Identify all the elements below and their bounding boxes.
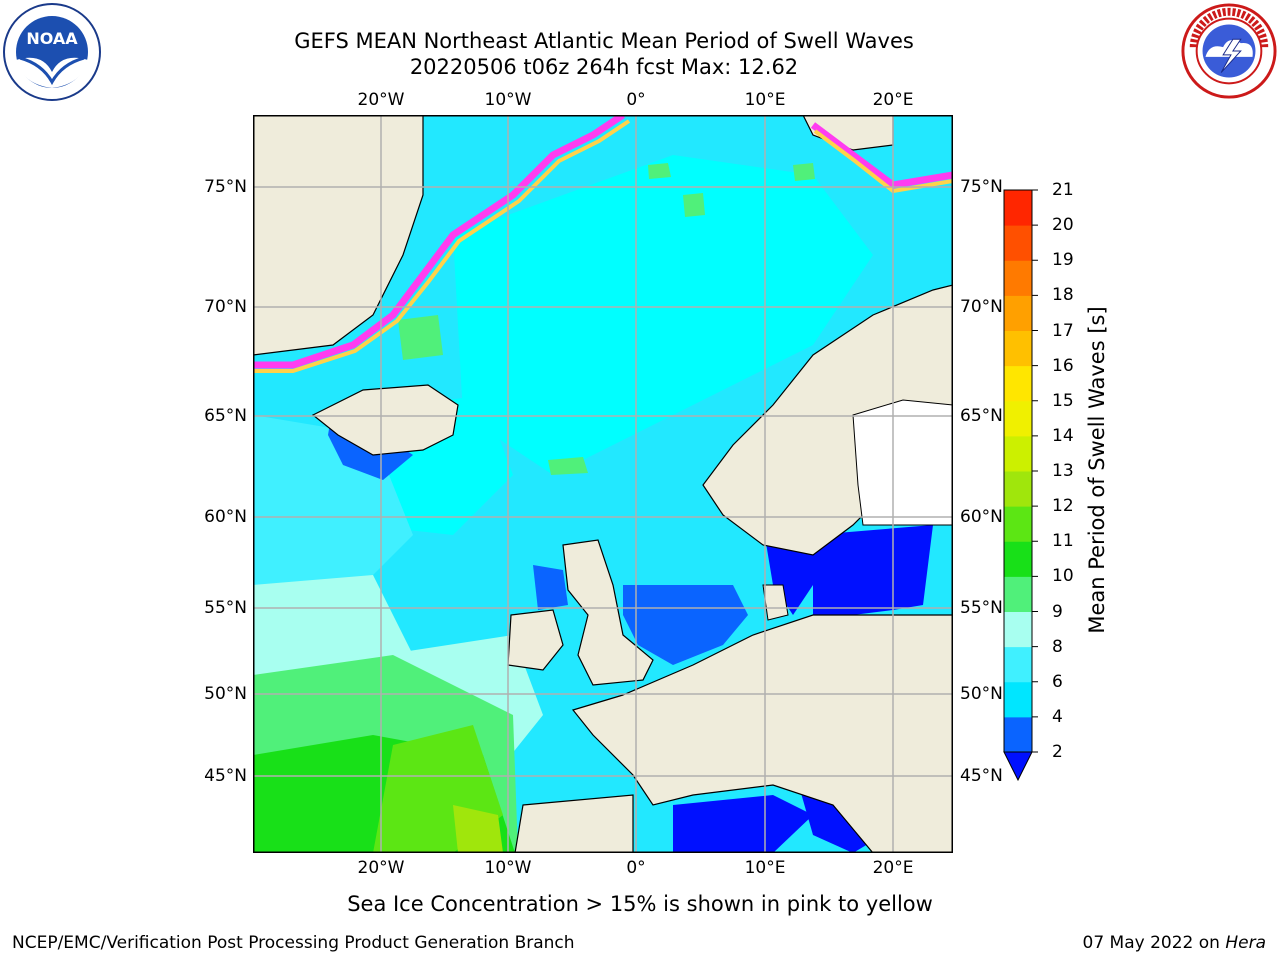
lat-tick-left-55n: 55°N bbox=[204, 598, 247, 618]
footer-date-text: 07 May 2022 on bbox=[1082, 933, 1226, 953]
sea-ice-edge-barents bbox=[810, 122, 953, 189]
land-svalbard bbox=[802, 115, 894, 151]
land-iceland bbox=[311, 384, 459, 456]
lon-tick-bottom-20w: 20°W bbox=[357, 858, 405, 878]
sea-ice-edge-greenland bbox=[253, 115, 625, 369]
lat-tick-right-70n: 70°N bbox=[960, 297, 1003, 317]
colorbar-tick-label: 18 bbox=[1052, 285, 1074, 306]
lat-tick-right-60n: 60°N bbox=[960, 507, 1003, 527]
chart-title: GEFS MEAN Northeast Atlantic Mean Period… bbox=[294, 29, 914, 53]
footer-credit: NCEP/EMC/Verification Post Processing Pr… bbox=[12, 933, 575, 953]
lat-tick-right-55n: 55°N bbox=[960, 598, 1003, 618]
colorbar-bin-18-19 bbox=[1004, 260, 1032, 296]
swell-zone-under-med bbox=[673, 795, 813, 853]
land-finland-gulf bbox=[852, 399, 953, 526]
colorbar-tick-label: 6 bbox=[1052, 671, 1063, 692]
colorbar-tick-label: 11 bbox=[1052, 531, 1074, 552]
colorbar-tick-label: 17 bbox=[1052, 320, 1074, 341]
swell-period-map bbox=[253, 115, 953, 853]
colorbar-tick-label: 15 bbox=[1052, 390, 1074, 411]
lat-tick-right-50n: 50°N bbox=[960, 684, 1003, 704]
swell-patch-green-5 bbox=[793, 163, 815, 181]
lat-tick-left-50n: 50°N bbox=[204, 684, 247, 704]
colorbar-bin-9-10 bbox=[1004, 576, 1032, 612]
swell-patch-green-3 bbox=[648, 163, 671, 179]
colorbar-tick-label: 13 bbox=[1052, 461, 1074, 481]
nws-logo bbox=[1181, 3, 1277, 99]
lat-tick-right-75n: 75°N bbox=[960, 177, 1003, 197]
graticule bbox=[253, 115, 953, 853]
noaa-logo-text: NOAA bbox=[26, 29, 78, 48]
colorbar-bin-12-13 bbox=[1004, 471, 1032, 507]
swell-patch-green-1 bbox=[398, 315, 443, 360]
swell-zone-4-6-north bbox=[453, 155, 873, 475]
colorbar-bin-2-4 bbox=[1004, 716, 1032, 753]
land-great-britain bbox=[562, 539, 654, 686]
colorbar-under-arrow bbox=[1003, 751, 1033, 782]
colorbar-bin-8-9 bbox=[1004, 611, 1032, 648]
colorbar-bin-19-20 bbox=[1004, 225, 1032, 261]
colorbar-swatches bbox=[1003, 189, 1038, 782]
colorbar-bin-13-14 bbox=[1004, 435, 1032, 472]
colorbar bbox=[1000, 188, 1120, 788]
colorbar-bin-14-15 bbox=[1004, 400, 1032, 437]
footer-machine: Hera bbox=[1225, 933, 1266, 953]
colorbar-tick-label: 20 bbox=[1052, 215, 1074, 236]
colorbar-tick-label: 12 bbox=[1052, 496, 1074, 517]
lon-tick-top-0: 0° bbox=[626, 90, 646, 110]
colorbar-bin-16-17 bbox=[1004, 330, 1032, 367]
colorbar-tick-label: 8 bbox=[1052, 636, 1063, 657]
swell-zone-12-13-core bbox=[453, 805, 503, 853]
lon-tick-bottom-10e: 10°E bbox=[744, 858, 786, 878]
colorbar-bin-15-16 bbox=[1004, 365, 1032, 402]
swell-zone-2-4-north-sea bbox=[623, 585, 748, 665]
land-continental-europe bbox=[571, 614, 953, 853]
swell-zone-2-4-hebrides bbox=[533, 565, 568, 610]
lat-tick-right-65n: 65°N bbox=[960, 406, 1003, 426]
lat-tick-left-75n: 75°N bbox=[204, 177, 247, 197]
swell-patch-green-4 bbox=[683, 193, 705, 217]
colorbar-tick-label: 9 bbox=[1052, 601, 1063, 622]
lat-tick-left-60n: 60°N bbox=[204, 507, 247, 527]
lat-tick-left-65n: 65°N bbox=[204, 406, 247, 426]
colorbar-tick-label: 19 bbox=[1052, 250, 1074, 271]
sea-ice-edge-greenland-yellow bbox=[253, 119, 631, 373]
colorbar-bin-20-21 bbox=[1004, 190, 1032, 226]
colorbar-tick-label: 21 bbox=[1052, 180, 1074, 200]
swell-patch-green-2 bbox=[548, 457, 588, 475]
colorbar-title: Mean Period of Swell Waves [s] bbox=[1085, 306, 1109, 634]
lon-tick-top-10e: 10°E bbox=[744, 90, 786, 110]
footer-date: 07 May 2022 on Hera bbox=[1083, 933, 1267, 953]
lat-tick-left-70n: 70°N bbox=[204, 297, 247, 317]
lat-tick-left-45n: 45°N bbox=[204, 766, 247, 786]
colorbar-bin-10-11 bbox=[1004, 541, 1032, 577]
lon-tick-top-20w: 20°W bbox=[357, 90, 405, 110]
colorbar-bin-17-18 bbox=[1004, 295, 1032, 331]
lon-tick-top-10w: 10°W bbox=[484, 90, 532, 110]
land-denmark bbox=[762, 584, 789, 621]
chart-subtitle: 20220506 t06z 264h fcst Max: 12.62 bbox=[409, 55, 799, 79]
sea-ice-edge-barents-yellow bbox=[813, 129, 953, 194]
noaa-logo: NOAA bbox=[3, 3, 101, 101]
swell-zone-under-baltic bbox=[813, 525, 933, 615]
lon-tick-top-20e: 20°E bbox=[872, 90, 914, 110]
lon-tick-bottom-10w: 10°W bbox=[484, 858, 532, 878]
colorbar-bin-4-6 bbox=[1004, 681, 1032, 718]
colorbar-tick-label: 10 bbox=[1052, 566, 1074, 587]
land-iberia bbox=[514, 794, 634, 853]
colorbar-tick-label: 16 bbox=[1052, 355, 1074, 376]
map-panel bbox=[253, 115, 953, 853]
colorbar-tick-label: 4 bbox=[1052, 706, 1063, 727]
lon-tick-bottom-20e: 20°E bbox=[872, 858, 914, 878]
lon-tick-bottom-0: 0° bbox=[626, 858, 646, 878]
sea-ice-note: Sea Ice Concentration > 15% is shown in … bbox=[347, 892, 933, 916]
colorbar-tick-label: 14 bbox=[1052, 425, 1074, 446]
colorbar-tick-label: 2 bbox=[1052, 742, 1063, 762]
lat-tick-right-45n: 45°N bbox=[960, 766, 1003, 786]
map-frame bbox=[253, 115, 953, 853]
colorbar-bin-6-8 bbox=[1004, 646, 1032, 683]
colorbar-bin-11-12 bbox=[1004, 506, 1032, 542]
